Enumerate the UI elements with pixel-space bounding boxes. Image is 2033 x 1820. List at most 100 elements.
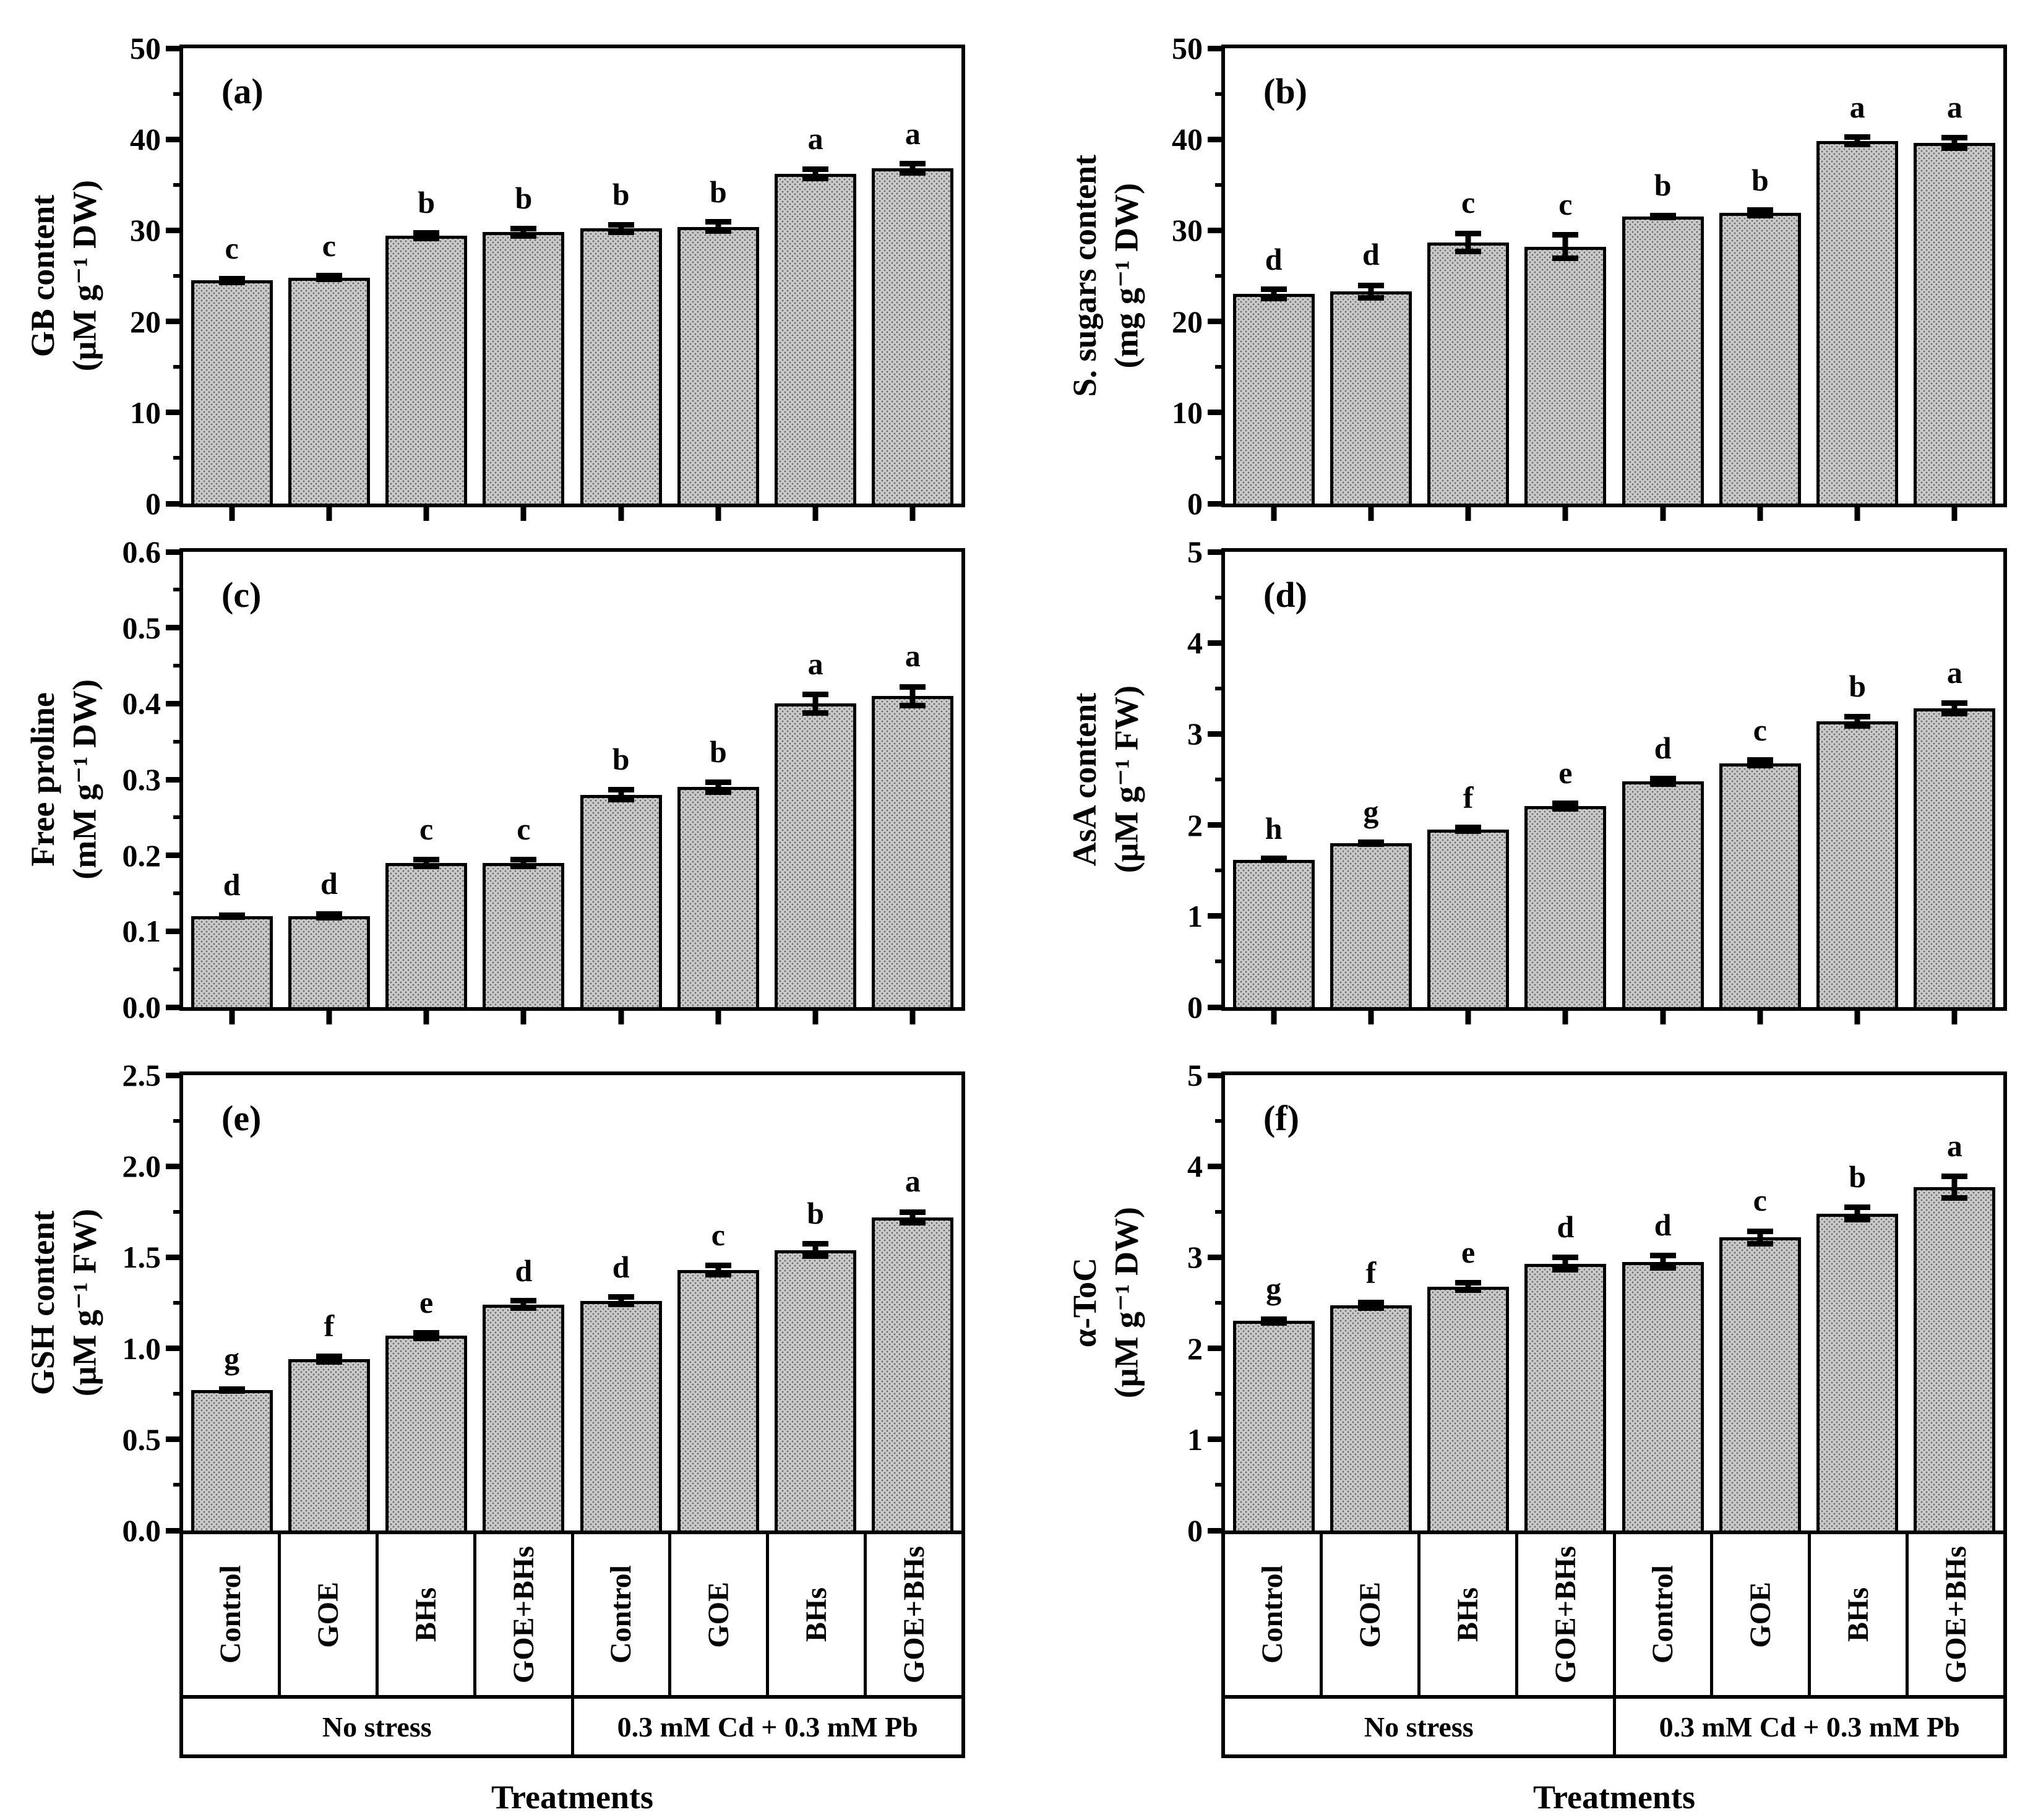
bar [385,236,468,504]
error-bar-cap [1649,1253,1676,1258]
error-bar-cap [218,914,245,920]
y-axis-title: GSH content [24,1210,61,1396]
significance-letter: d [1654,1208,1672,1242]
y-minor-tick [1215,1118,1221,1123]
bar-slot: c [1517,48,1614,521]
error-bar-cap [1844,714,1871,719]
error-bar-cap [510,864,537,869]
y-tick-label: 3 [1187,1240,1203,1275]
significance-letter: e [1461,1235,1476,1269]
error-bar-cap [1260,857,1287,863]
y-minor-tick [1215,1483,1221,1487]
treatment-label: Control [213,1565,247,1664]
y-minor-tick [1215,182,1221,187]
error-bar [316,1354,342,1365]
error-bar-cap [1941,135,1968,140]
bar-slot: a [1809,48,1906,521]
y-tick [1208,1004,1221,1010]
bar-slot: b [1809,552,1906,1024]
error-bar [900,1209,926,1225]
error-bar-cap [316,911,342,917]
error-bar-cap [1357,1300,1384,1305]
error-bar-cap [1747,213,1773,218]
treatment-cell: GOE+BHs [1909,1534,2003,1695]
y-minor-tick [173,588,179,592]
significance-letter: b [418,185,436,220]
error-bar-cap [1844,1204,1871,1210]
bar [1232,1321,1315,1530]
treatment-cell: BHs [769,1534,867,1695]
y-tick [166,852,179,859]
bar [1524,1264,1607,1530]
y-tick-label: 2.5 [122,1058,161,1092]
bar [288,1359,370,1530]
error-bar-cap [316,1354,342,1359]
error-bar-cap [900,161,926,166]
x-tick [229,507,235,521]
bar [288,916,370,1007]
panel-tag: (e) [221,1098,262,1138]
error-bar [1941,135,1968,151]
error-bar [510,857,537,869]
y-minor-tick [173,456,179,460]
significance-letter: b [709,734,727,769]
error-bar [608,787,634,802]
x-tick [229,1011,235,1024]
x-tick [1951,507,1958,521]
y-minor-tick [173,739,179,744]
y-tick-label: 0.2 [122,838,161,873]
x-tick [1271,507,1277,521]
error-bar [1357,1300,1384,1311]
treatment-cell: Control [1616,1534,1714,1695]
y-minor-tick [173,664,179,667]
treatment-label: GOE+BHs [1940,1545,1973,1684]
y-minor-tick [1215,1392,1221,1396]
y-tick [166,625,179,631]
y-tick [1208,913,1221,919]
bar-slot: d [280,552,377,1024]
error-bar-line [909,161,916,176]
significance-letter: c [322,228,336,263]
treatment-label-row: Control GOE BHs GOE+BHs Control GOE BHs GOE+BHs [1225,1534,2003,1699]
bar-slot: c [475,552,572,1024]
error-bar-cap [1357,841,1384,847]
x-tick [1757,507,1763,521]
significance-letter: c [225,231,239,265]
error-bar-cap [218,276,245,281]
error-bar-cap [705,789,731,795]
y-axis-unit: (μM g⁻¹ DW) [1107,1207,1145,1399]
error-bar-line [520,226,527,239]
error-bar-line [520,857,527,869]
significance-letter: d [1265,242,1283,277]
error-bar-cap [1941,145,1968,151]
error-bar-cap [705,219,731,225]
y-tick [1208,45,1221,51]
x-tick [1854,507,1860,521]
error-bar-cap [1747,757,1773,763]
significance-letter: b [1654,168,1672,202]
error-bar [218,276,245,285]
error-bar-cap [1941,711,1968,716]
bar [483,1305,565,1530]
error-bar [705,219,731,234]
error-bar-cap [705,779,731,785]
bar [1622,781,1704,1007]
error-bar-cap [413,236,440,241]
plot-area-d: (d) h g f e d c b a 0 1 2 3 4 5 [1187,536,2007,1024]
error-bar-line [715,219,721,234]
bars: g f e d d c b a [183,1075,961,1530]
bar [580,795,662,1007]
bar [1914,708,1996,1007]
error-bar-cap [608,787,634,792]
bar [872,1217,954,1530]
error-bar [1357,283,1384,301]
treatment-label: GOE+BHs [898,1545,931,1684]
bar [775,703,857,1007]
y-tick [1208,1436,1221,1443]
error-bar-line [618,1294,624,1307]
bar-slot: a [767,552,864,1024]
x-axis-title: Treatments [1533,1779,1695,1816]
bar [288,278,370,504]
y-minor-tick [1215,1209,1221,1214]
bar-slot: e [1517,552,1614,1024]
